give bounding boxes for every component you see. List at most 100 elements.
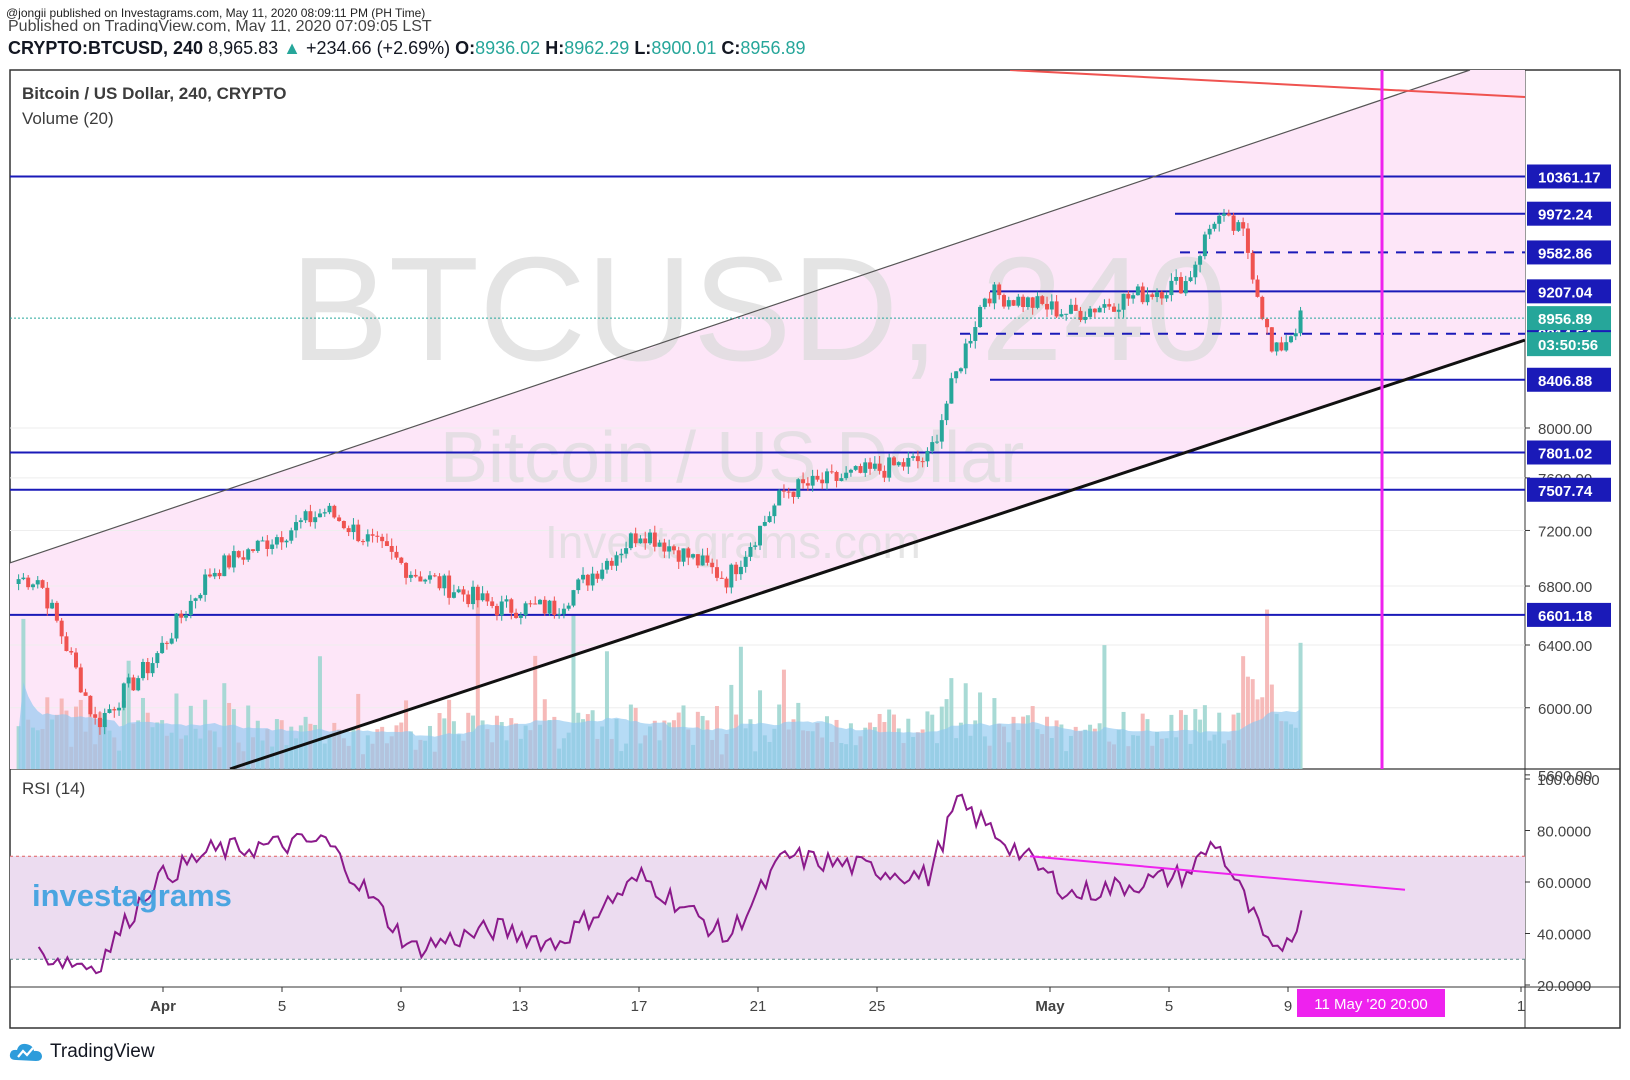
candle-body	[136, 678, 141, 691]
candle-body	[471, 586, 476, 605]
candle-body	[78, 667, 83, 693]
channel-lower-line[interactable]	[229, 338, 1525, 769]
candle-body	[1198, 256, 1203, 265]
candle-body	[97, 717, 102, 728]
candle-body	[930, 442, 935, 451]
candle-body	[83, 692, 88, 696]
candle-body	[628, 533, 633, 549]
legend-rsi[interactable]: RSI (14)	[22, 779, 85, 798]
candle-body	[26, 577, 31, 588]
candle-body	[968, 340, 973, 344]
candle-body	[69, 651, 74, 653]
candle-body	[255, 540, 260, 551]
candle-body	[786, 491, 791, 493]
candle-body	[691, 554, 696, 558]
candle-body	[145, 662, 150, 674]
candle-body	[1073, 304, 1078, 311]
candle-body	[274, 537, 279, 545]
investagrams-brand-watermark: investagrams	[32, 878, 232, 913]
rsi-pane[interactable]: investagrams	[10, 793, 1525, 975]
candle-body	[193, 598, 198, 601]
candle-body	[714, 567, 719, 578]
volume-bar	[533, 655, 538, 769]
resistance-trendline[interactable]	[1009, 70, 1525, 98]
price-tick-label: 6000.00	[1538, 701, 1592, 718]
volume-bar	[1245, 676, 1250, 769]
candle-body	[1140, 286, 1145, 303]
candle-body	[174, 613, 179, 639]
time-axis[interactable]: Apr 5 9 13 17 21 25 May 5 9 1	[150, 987, 1525, 1015]
legend-title[interactable]: Bitcoin / US Dollar, 240, CRYPTO	[22, 84, 287, 103]
volume-bar	[1298, 642, 1303, 769]
rsi-tick-label: 20.0000	[1537, 978, 1591, 995]
candle-body	[1121, 293, 1126, 310]
candle-body	[552, 600, 557, 615]
candle-body	[59, 620, 64, 637]
candle-body	[829, 471, 834, 473]
candle-body	[327, 505, 332, 513]
price-level-label-box	[1527, 201, 1611, 226]
rsi-band	[10, 856, 1525, 960]
last-price-label-box	[1527, 306, 1611, 331]
volume-bar	[738, 646, 743, 769]
candle-body	[442, 575, 447, 589]
cursor-label-box	[1297, 989, 1445, 1017]
candle-body	[911, 456, 916, 458]
published-line: @jongii published on Investagrams.com, M…	[6, 6, 426, 20]
candle-body	[987, 298, 992, 304]
candle-body	[619, 553, 624, 556]
candle-body	[475, 586, 480, 601]
time-tick-label: 17	[631, 998, 648, 1015]
candle-body	[801, 479, 806, 484]
price-level-label: 7507.74	[1538, 483, 1593, 500]
candle-body	[724, 578, 729, 588]
candle-body	[633, 533, 638, 544]
time-tick-label: 1	[1517, 998, 1525, 1015]
candle-body	[1059, 314, 1064, 317]
tradingview-logo[interactable]: TradingView	[8, 1040, 155, 1064]
candle-body	[1255, 279, 1260, 297]
channel-upper-line[interactable]	[0, 70, 1471, 573]
candle-body	[198, 594, 203, 599]
candle-body	[1236, 222, 1241, 231]
candle-body	[1298, 310, 1303, 334]
price-level-label: 9582.86	[1538, 245, 1592, 262]
high-value: 8962.29	[564, 38, 630, 58]
rsi-divergence-trendline[interactable]	[1029, 855, 1406, 891]
candle-body	[1159, 292, 1164, 299]
candle-body	[891, 457, 896, 466]
price-tick-label: 6800.00	[1538, 579, 1592, 596]
candle-body	[982, 298, 987, 307]
candle-body	[671, 546, 676, 551]
candle-body	[270, 544, 275, 549]
candle-body	[1212, 223, 1217, 229]
candle-body	[380, 536, 385, 542]
candle-body	[781, 490, 786, 492]
candle-body	[1102, 304, 1107, 308]
candle-body	[1116, 309, 1121, 312]
candle-body	[164, 642, 169, 644]
candle-body	[805, 483, 810, 486]
candle-body	[963, 343, 968, 369]
candle-body	[93, 714, 98, 718]
candle-body	[576, 579, 581, 591]
rsi-axis[interactable]: 100.0000 80.0000 60.0000 40.0000 20.0000	[1525, 772, 1600, 995]
volume-bar	[475, 594, 480, 769]
candle-body	[949, 378, 954, 404]
candle-body	[834, 472, 839, 481]
volume-bar	[126, 660, 131, 769]
main-pane[interactable]: BTCUSD, 240 Bitcoin / US Dollar Investag…	[0, 70, 1525, 775]
symbol-quote: CRYPTO:BTCUSD, 240 8,965.83 ▲ +234.66 (+…	[8, 38, 805, 59]
candle-body	[992, 284, 997, 304]
candle-body	[791, 491, 796, 497]
legend-volume[interactable]: Volume (20)	[22, 109, 114, 128]
candle-body	[758, 525, 763, 546]
symbol-name[interactable]: CRYPTO:BTCUSD, 240	[8, 38, 204, 58]
volume-bar	[571, 614, 576, 769]
candle-body	[944, 403, 949, 421]
candle-body	[595, 573, 600, 579]
candle-body	[1169, 280, 1174, 296]
candle-body	[236, 551, 241, 558]
candle-body	[1011, 300, 1016, 306]
